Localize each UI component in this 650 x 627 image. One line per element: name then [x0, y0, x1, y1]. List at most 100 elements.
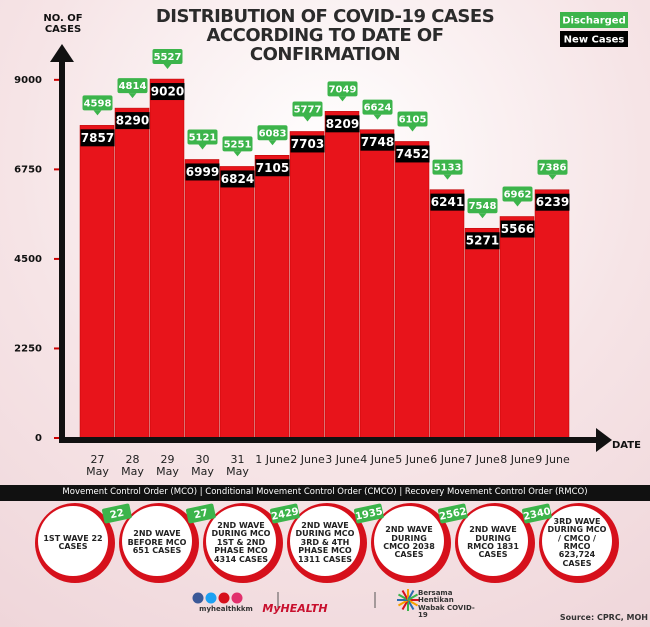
bar [184, 159, 220, 439]
discharged-label: 5121 [189, 132, 217, 143]
wave-circle [458, 506, 528, 576]
x-tick-label: 29 May [156, 453, 179, 478]
discharged-label: 5133 [434, 163, 462, 174]
discharged-tag [82, 95, 113, 111]
value-label-box [80, 129, 115, 147]
discharged-tag [292, 101, 323, 117]
x-tick-label: 7 June [465, 453, 500, 466]
y-tick-label: 2250 [14, 343, 42, 354]
value-label: 7857 [81, 131, 114, 145]
discharged-tag [362, 99, 393, 115]
value-label-box [115, 112, 150, 130]
discharged-tag [537, 159, 568, 175]
value-label-box [395, 145, 430, 163]
y-axis-title: NO. OF CASES [43, 13, 83, 35]
wave-circle [122, 506, 192, 576]
bar [114, 107, 150, 439]
wave-label: 3RD WAVE DURING MCO / CMCO / RMCO 623,72… [547, 516, 607, 568]
x-tick-label: 31 May [226, 453, 249, 478]
discharged-tag [432, 159, 463, 175]
wave-label: 2ND WAVE DURING MCO 3RD & 4TH PHASE MCO … [295, 521, 355, 564]
x-tick-label: 30 May [191, 453, 214, 478]
x-tick-label: 2 June [290, 453, 325, 466]
wave-tag [438, 503, 468, 524]
tag-pointer [163, 64, 172, 70]
source: Source: CPRC, MOH [559, 613, 648, 622]
x-tick-label: 9 June [535, 453, 570, 466]
y-tick-label: 9000 [14, 75, 42, 86]
wave-label: 2ND WAVE DURING RMCO 1831 CASES [467, 525, 519, 560]
discharged-label: 5251 [224, 139, 252, 150]
discharged-label: 4814 [119, 81, 147, 92]
tag-pointer [128, 93, 137, 99]
chart-title: DISTRIBUTION OF COVID-19 CASES ACCORDING… [155, 6, 495, 65]
discharged-tag [117, 78, 148, 94]
wave-tag [270, 503, 300, 524]
social-handle: myhealthkkm [199, 605, 253, 613]
discharged-label: 4598 [84, 98, 112, 109]
tag-pointer [548, 174, 557, 180]
tag-pointer [93, 110, 102, 116]
value-label: 5566 [501, 222, 534, 236]
discharged-label: 6962 [504, 189, 532, 200]
wave-circle [206, 506, 276, 576]
value-label: 7105 [256, 161, 289, 175]
wave-label: 2ND WAVE BEFORE MCO 651 CASES [127, 529, 187, 556]
value-label: 8290 [116, 114, 149, 128]
value-label: 7452 [396, 147, 429, 161]
brand: MyHEALTH [262, 602, 328, 615]
wave-circle [290, 506, 360, 576]
tag-pointer [303, 116, 312, 122]
discharged-tag [467, 198, 498, 214]
bar [394, 141, 430, 439]
social-icon [231, 592, 243, 604]
social-icon [218, 592, 230, 604]
bar [79, 125, 115, 439]
value-label: 6241 [431, 195, 464, 209]
tag-pointer [268, 140, 277, 146]
x-tick-label: 28 May [121, 453, 144, 478]
tag-pointer [408, 126, 417, 132]
discharged-label: 7386 [539, 163, 567, 174]
tag-pointer [443, 174, 452, 180]
bar [149, 78, 185, 439]
tag-pointer [233, 151, 242, 157]
y-tick-label: 0 [35, 433, 42, 444]
value-label: 7703 [291, 137, 324, 151]
bar [324, 111, 360, 439]
value-label-box [255, 159, 290, 177]
discharged-label: 6105 [399, 114, 427, 125]
value-label-box [535, 193, 570, 211]
bar [359, 129, 395, 439]
value-label: 9020 [151, 85, 184, 99]
tag-pointer [478, 213, 487, 219]
wave-circle [38, 506, 108, 576]
x-tick-label: 5 June [395, 453, 430, 466]
bar [219, 166, 255, 439]
y-arrow [50, 44, 74, 62]
discharged-label: 5777 [294, 104, 322, 115]
wave-tag [186, 503, 216, 524]
value-label-box [360, 133, 395, 151]
bar [254, 155, 290, 439]
tag-pointer [513, 201, 522, 207]
value-label-box [500, 220, 535, 238]
discharged-label: 6083 [259, 128, 287, 139]
value-label-box [220, 170, 255, 188]
tag-pointer [198, 144, 207, 150]
tag-pointer [373, 114, 382, 120]
wave-tag [102, 503, 132, 524]
value-label: 6999 [186, 165, 219, 179]
legend-label: New Cases [564, 35, 625, 46]
wave-circle [542, 506, 612, 576]
y-tick-label: 6750 [14, 164, 42, 175]
discharged-tag [222, 136, 253, 152]
discharged-tag [152, 49, 183, 65]
x-tick-label: 3 June [325, 453, 360, 466]
value-label-box [465, 232, 500, 250]
wave-label: 2ND WAVE DURING CMCO 2038 CASES [383, 525, 435, 560]
legend-swatch [560, 31, 628, 47]
x-axis-title: DATE [612, 440, 641, 451]
discharged-tag [397, 111, 428, 127]
